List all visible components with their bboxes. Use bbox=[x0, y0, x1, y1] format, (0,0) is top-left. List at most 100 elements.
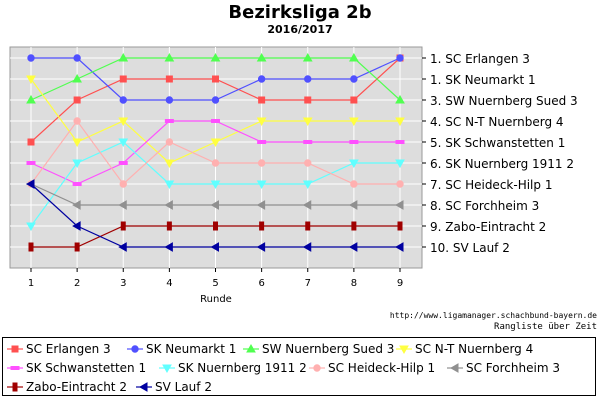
legend-item: SK Neumarkt 1 bbox=[127, 340, 236, 358]
data-point bbox=[26, 161, 36, 165]
data-point bbox=[256, 200, 266, 210]
data-point bbox=[210, 242, 219, 252]
data-point bbox=[119, 96, 127, 104]
legend-swatch bbox=[309, 364, 325, 372]
chart-subtitle: 2016/2017 bbox=[267, 23, 333, 36]
data-point bbox=[304, 159, 312, 167]
legend-item: SK Nuernberg 1911 2 bbox=[159, 359, 307, 377]
data-point bbox=[118, 200, 127, 210]
data-point bbox=[349, 159, 359, 169]
data-point bbox=[73, 54, 81, 62]
data-point bbox=[26, 75, 36, 85]
data-point bbox=[166, 221, 172, 231]
data-point bbox=[302, 200, 312, 210]
legend-marker bbox=[449, 363, 459, 373]
data-point bbox=[72, 221, 81, 231]
chart-legend: SC Erlangen 3 SK Neumarkt 1 SW Nuernberg S… bbox=[2, 337, 596, 396]
data-point bbox=[256, 180, 267, 190]
legend-swatch bbox=[396, 345, 412, 355]
data-point bbox=[164, 180, 175, 190]
legend-marker bbox=[313, 364, 321, 372]
data-point bbox=[210, 138, 221, 148]
legend-label: SK Nuernberg 1911 2 bbox=[178, 361, 307, 375]
legend-label: SC Erlangen 3 bbox=[26, 342, 111, 356]
x-tick-label: 3 bbox=[120, 278, 126, 289]
data-point bbox=[164, 159, 175, 169]
legend-marker bbox=[10, 366, 20, 370]
data-point bbox=[256, 117, 267, 127]
ranking-label: 7. SC Heideck-Hilp 1 bbox=[430, 178, 552, 192]
series-3 bbox=[26, 75, 405, 169]
legend-label: SC N-T Nuernberg 4 bbox=[415, 342, 534, 356]
series-8 bbox=[28, 221, 403, 252]
data-point bbox=[212, 75, 219, 83]
x-tick-label: 8 bbox=[351, 278, 357, 289]
legend-label: SC Heideck-Hilp 1 bbox=[328, 361, 436, 375]
line-chart: 1 2 3 4 5 6 7 8 9 Runde 1. SC Erlangen 3 1. SK Ne… bbox=[9, 46, 578, 305]
data-point bbox=[256, 52, 267, 62]
data-point bbox=[349, 140, 359, 144]
data-point bbox=[72, 182, 82, 186]
data-point bbox=[349, 117, 359, 127]
data-point bbox=[28, 242, 34, 252]
legend-swatch bbox=[243, 343, 259, 353]
data-point bbox=[395, 117, 405, 127]
data-point bbox=[118, 242, 127, 252]
legend-item: Zabo-Eintracht 2 bbox=[7, 378, 127, 396]
data-point bbox=[210, 200, 219, 210]
legend-item: SC Erlangen 3 bbox=[7, 340, 111, 358]
x-tick-label: 4 bbox=[166, 278, 172, 289]
ranking-label: 1. SC Erlangen 3 bbox=[430, 52, 530, 66]
legend-marker bbox=[131, 345, 139, 353]
series-4 bbox=[26, 119, 405, 186]
legend-item: SC Forchheim 3 bbox=[447, 359, 560, 377]
data-point bbox=[213, 221, 218, 231]
data-point bbox=[26, 94, 36, 104]
x-tick-label: 7 bbox=[305, 278, 311, 289]
x-axis: 1 2 3 4 5 6 7 8 9 bbox=[28, 268, 403, 289]
data-point bbox=[397, 221, 403, 231]
data-point bbox=[72, 138, 82, 148]
legend-item: SW Nuernberg Sued 3 bbox=[243, 340, 394, 358]
x-tick-label: 2 bbox=[74, 278, 80, 289]
series-lines bbox=[25, 52, 405, 252]
data-point bbox=[259, 221, 265, 231]
data-point bbox=[72, 159, 82, 169]
data-point bbox=[348, 242, 358, 252]
data-point bbox=[396, 54, 404, 62]
series-5 bbox=[26, 138, 405, 232]
data-point bbox=[211, 119, 220, 123]
data-point bbox=[164, 119, 174, 123]
credit-url[interactable]: http://www.ligamanager.schachbund-bayern… bbox=[389, 311, 597, 320]
ranking-label: 9. Zabo-Eintracht 2 bbox=[430, 220, 546, 234]
legend-swatch bbox=[136, 382, 152, 392]
x-tick-label: 5 bbox=[212, 278, 218, 289]
data-point bbox=[348, 200, 358, 210]
data-point bbox=[257, 159, 266, 167]
legend-label: SW Nuernberg Sued 3 bbox=[262, 342, 395, 356]
data-point bbox=[396, 180, 404, 188]
legend-label: SK Neumarkt 1 bbox=[146, 342, 237, 356]
data-point bbox=[302, 52, 313, 62]
ranking-label: 6. SK Nuernberg 1911 2 bbox=[430, 157, 574, 171]
x-tick-label: 1 bbox=[28, 278, 34, 289]
data-point bbox=[395, 140, 405, 144]
legend-marker bbox=[162, 364, 172, 374]
data-point bbox=[25, 179, 35, 189]
chart-title: Bezirksliga 2b bbox=[228, 2, 372, 23]
x-tick-label: 6 bbox=[258, 278, 264, 289]
data-point bbox=[395, 159, 405, 169]
data-point bbox=[210, 52, 221, 62]
legend-swatch bbox=[7, 345, 23, 353]
legend-swatch bbox=[7, 382, 23, 392]
data-point bbox=[74, 242, 80, 252]
legend-swatch bbox=[159, 364, 175, 374]
legend-label: SV Lauf 2 bbox=[155, 380, 212, 394]
data-point bbox=[210, 180, 221, 190]
data-point bbox=[119, 75, 127, 83]
series-9 bbox=[25, 179, 404, 252]
data-point bbox=[72, 200, 81, 210]
data-point bbox=[302, 117, 313, 127]
legend-marker bbox=[246, 343, 256, 353]
legend-marker bbox=[138, 382, 148, 392]
